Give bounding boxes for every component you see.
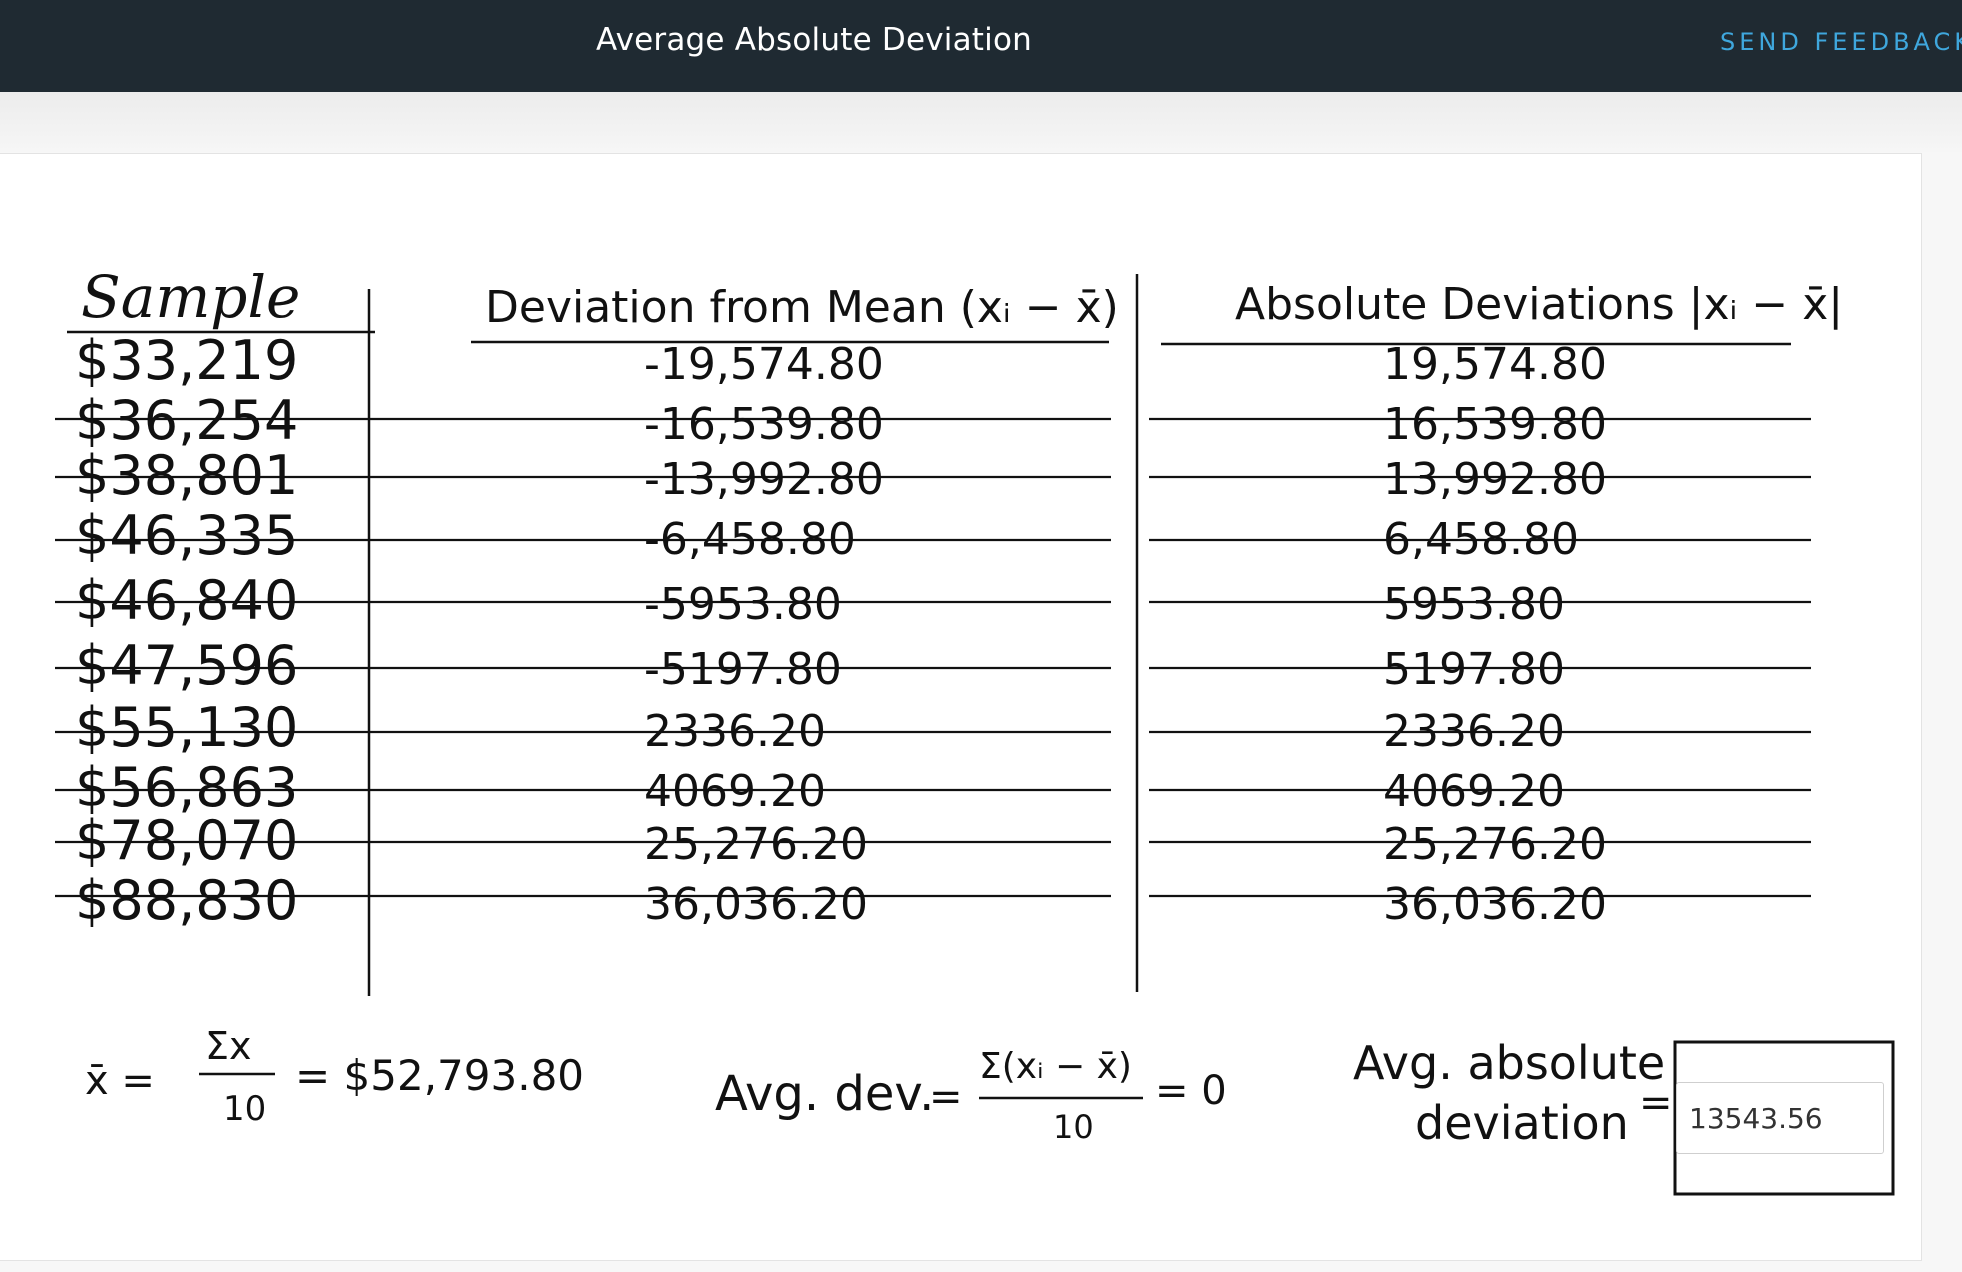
deviation-cell: -13,992.80 [644,454,884,505]
absolute-header: Absolute Deviations |xᵢ − x̄| [1235,279,1843,330]
page-title: Average Absolute Deviation [596,22,1032,58]
deviation-cell: 4069.20 [644,766,826,817]
worksheet-drawing: Sample Deviation from Mean (xᵢ − x̄) Abs… [55,263,1895,1196]
avg-dev-label: Avg. dev. [715,1066,934,1122]
deviation-cell: -6,458.80 [644,514,856,565]
deviation-cell: 25,276.20 [644,819,868,870]
deviation-cell: -5953.80 [644,579,842,630]
absolute-cell: 19,574.80 [1383,339,1607,390]
deviation-cell: 36,036.20 [644,879,868,930]
answer-input[interactable] [1676,1082,1884,1154]
avg-dev-result: = 0 [1155,1068,1227,1114]
absolute-cell: 4069.20 [1383,766,1565,817]
deviation-cell: -16,539.80 [644,399,884,450]
sample-cell: $33,219 [75,329,298,392]
absolute-cell: 36,036.20 [1383,879,1607,930]
avg-dev-numerator: Σ(xᵢ − x̄) [979,1046,1132,1087]
avg-dev-eq: = [929,1074,963,1120]
avg-abs-label-line1: Avg. absolute [1353,1036,1665,1090]
absolute-cell: 16,539.80 [1383,399,1607,450]
header-spacer [0,92,1962,152]
sample-cell: $46,335 [75,504,298,567]
avg-abs-eq: = [1639,1080,1673,1126]
avg-abs-formula: Avg. absolute deviation = [1353,1036,1895,1196]
table-rules [67,274,1791,996]
deviation-cell: -19,574.80 [644,339,884,390]
sample-cell: $88,830 [75,869,298,932]
absolute-cell: 5197.80 [1383,644,1565,695]
mean-denominator: 10 [223,1089,266,1129]
sample-cell: $38,801 [75,444,298,507]
deviation-cell: -5197.80 [644,644,842,695]
sample-cell: $78,070 [75,809,298,872]
absolute-cell: 13,992.80 [1383,454,1607,505]
mean-result: = $52,793.80 [295,1051,584,1100]
absolute-cell: 25,276.20 [1383,819,1607,870]
top-bar: Average Absolute Deviation SEND FEEDBACK [0,0,1962,92]
worksheet-card: Sample Deviation from Mean (xᵢ − x̄) Abs… [0,153,1922,1261]
sample-cell: $56,863 [75,756,298,819]
send-feedback-link[interactable]: SEND FEEDBACK [1720,28,1962,56]
avg-dev-denominator: 10 [1053,1108,1094,1146]
sample-cell: $46,840 [75,569,298,632]
answer-box [1673,1040,1895,1196]
avg-abs-label-line2: deviation [1415,1096,1629,1150]
deviation-header: Deviation from Mean (xᵢ − x̄) [485,282,1119,333]
absolute-cell: 2336.20 [1383,706,1565,757]
absolute-cell: 6,458.80 [1383,514,1579,565]
sample-header: Sample [81,263,300,331]
mean-numerator: Σx [205,1024,252,1068]
avg-dev-formula: Avg. dev. = Σ(xᵢ − x̄) 10 = 0 [715,1046,1227,1146]
mean-lhs: x̄ = [85,1058,155,1104]
sample-cell: $47,596 [75,634,298,697]
absolute-cell: 5953.80 [1383,579,1565,630]
sample-cell: $36,254 [75,389,298,452]
table-rows: $33,219 -19,574.80 19,574.80 $36,254 -16,539… [75,329,1607,932]
mean-formula: x̄ = Σx 10 = $52,793.80 [85,1024,584,1129]
row-lines [55,417,1811,898]
deviation-cell: 2336.20 [644,706,826,757]
sample-cell: $55,130 [75,696,298,759]
